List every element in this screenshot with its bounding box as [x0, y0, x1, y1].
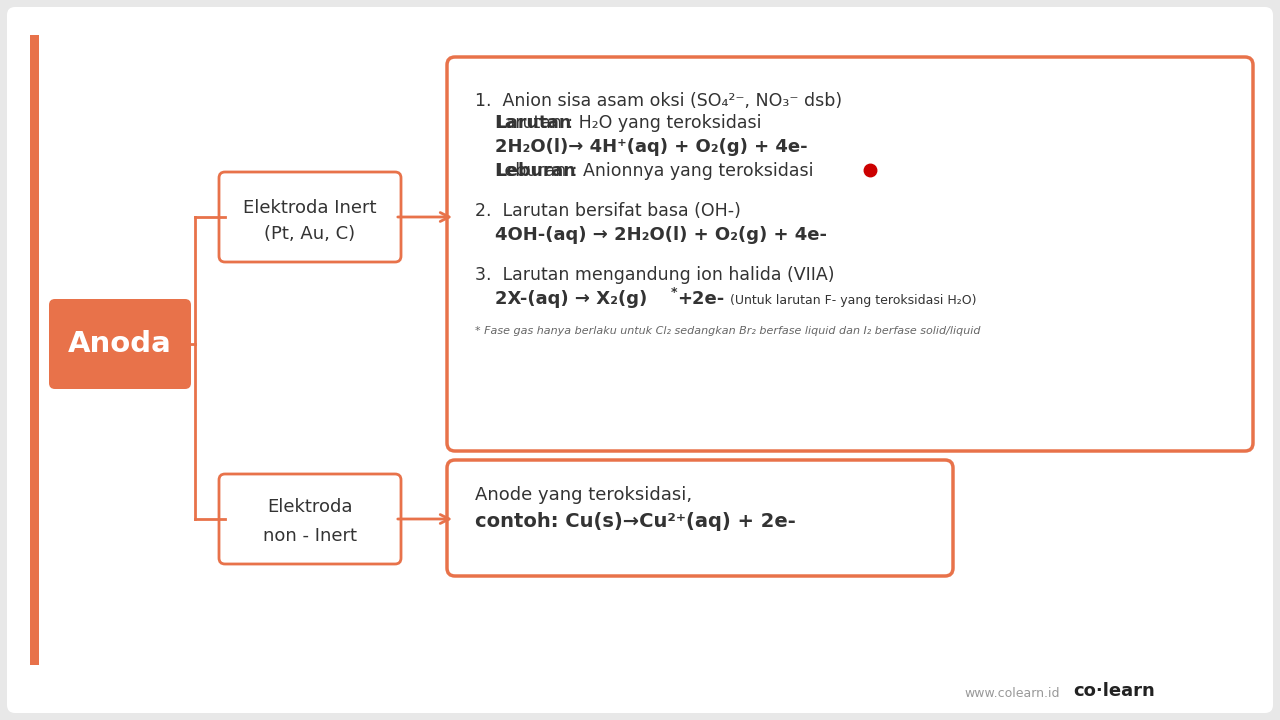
Text: 3.  Larutan mengandung ion halida (VIIA): 3. Larutan mengandung ion halida (VIIA)	[475, 266, 835, 284]
Text: +2e-: +2e-	[677, 290, 724, 308]
Text: contoh: Cu(s)→Cu²⁺(aq) + 2e-: contoh: Cu(s)→Cu²⁺(aq) + 2e-	[475, 512, 796, 531]
FancyBboxPatch shape	[219, 172, 401, 262]
FancyBboxPatch shape	[6, 7, 1274, 713]
Text: Anoda: Anoda	[68, 330, 172, 358]
FancyBboxPatch shape	[49, 299, 191, 389]
Text: 2H₂O(l)→ 4H⁺(aq) + O₂(g) + 4e-: 2H₂O(l)→ 4H⁺(aq) + O₂(g) + 4e-	[495, 138, 808, 156]
Text: Leburan: Leburan	[495, 162, 576, 180]
Text: Larutan: Larutan	[495, 114, 571, 132]
Text: Leburan : Anionnya yang teroksidasi: Leburan : Anionnya yang teroksidasi	[495, 162, 814, 180]
Text: co·learn: co·learn	[1073, 682, 1155, 700]
Text: Elektroda Inert: Elektroda Inert	[243, 199, 376, 217]
Text: (Pt, Au, C): (Pt, Au, C)	[265, 225, 356, 243]
FancyBboxPatch shape	[447, 57, 1253, 451]
Text: 2.  Larutan bersifat basa (OH-): 2. Larutan bersifat basa (OH-)	[475, 202, 741, 220]
FancyBboxPatch shape	[219, 474, 401, 564]
Text: Elektroda: Elektroda	[268, 498, 353, 516]
Text: 2X-(aq) → X₂(g): 2X-(aq) → X₂(g)	[495, 290, 648, 308]
FancyBboxPatch shape	[447, 460, 954, 576]
Text: 1.  Anion sisa asam oksi (SO₄²⁻, NO₃⁻ dsb): 1. Anion sisa asam oksi (SO₄²⁻, NO₃⁻ dsb…	[475, 92, 842, 110]
Text: Larutan : H₂O yang teroksidasi: Larutan : H₂O yang teroksidasi	[495, 114, 762, 132]
Text: non - Inert: non - Inert	[262, 527, 357, 545]
Text: * Fase gas hanya berlaku untuk Cl₂ sedangkan Br₂ berfase liquid dan I₂ berfase s: * Fase gas hanya berlaku untuk Cl₂ sedan…	[475, 326, 980, 336]
Text: *: *	[671, 286, 677, 299]
Text: (Untuk larutan F- yang teroksidasi H₂O): (Untuk larutan F- yang teroksidasi H₂O)	[730, 294, 977, 307]
Text: www.colearn.id: www.colearn.id	[965, 687, 1060, 700]
Text: Anode yang teroksidasi,: Anode yang teroksidasi,	[475, 486, 692, 504]
FancyBboxPatch shape	[29, 35, 38, 665]
Text: 4OH-(aq) → 2H₂O(l) + O₂(g) + 4e-: 4OH-(aq) → 2H₂O(l) + O₂(g) + 4e-	[495, 226, 827, 244]
